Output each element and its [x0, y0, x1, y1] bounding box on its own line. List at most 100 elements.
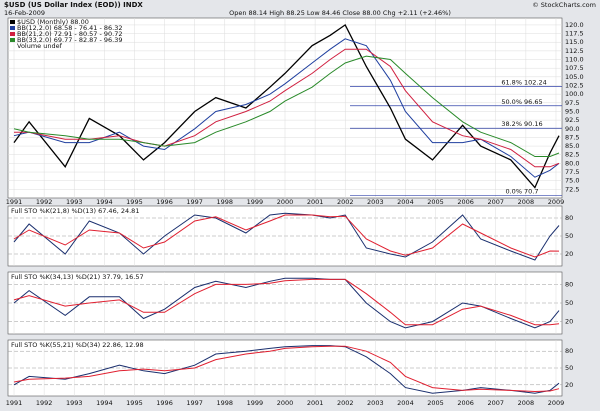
- x-tick-label: 2007: [487, 399, 504, 407]
- x-tick-label: 2002: [337, 198, 354, 206]
- legend-label: BB(33,2.0) 69.77 - 82.87 - 96.39: [17, 36, 123, 44]
- x-tick-label: 1994: [96, 399, 113, 407]
- x-tick-label: 1996: [156, 399, 173, 407]
- fib-value: 90.16: [524, 120, 543, 128]
- series-line: [13, 214, 560, 258]
- x-tick-label: 1996: [156, 198, 173, 206]
- chart-title: $USD (US Dollar Index (EOD)) INDX: [4, 1, 143, 9]
- panel-title-bg: [9, 341, 179, 349]
- x-tick-label: 2001: [307, 399, 324, 407]
- y-tick-label: 100.0: [565, 90, 584, 98]
- y-tick-label: 110.0: [565, 56, 584, 64]
- x-tick-label: 2007: [487, 198, 504, 206]
- legend-label: Volume undef: [17, 42, 63, 50]
- legend-swatch: [10, 32, 15, 36]
- y-tick-label: 92.5: [565, 116, 579, 124]
- x-tick-label: 2005: [427, 198, 444, 206]
- y-tick-label: 80.0: [565, 159, 579, 167]
- x-tick-label: 1994: [96, 198, 113, 206]
- x-tick-label: 2006: [457, 399, 474, 407]
- panel-title-bg: [9, 273, 179, 281]
- legend-label: BB(12,2.0) 68.58 - 76.41 - 86.32: [17, 24, 123, 32]
- y-tick-label: 80: [565, 347, 573, 355]
- legend-swatch: [10, 38, 15, 42]
- x-tick-label: 2002: [337, 399, 354, 407]
- legend-swatch: [10, 26, 15, 30]
- y-tick-label: 105.0: [565, 73, 584, 81]
- x-tick-label: 1991: [6, 198, 23, 206]
- fib-value: 102.24: [524, 78, 547, 86]
- x-tick-label: 2001: [307, 198, 324, 206]
- y-tick-label: 80: [565, 214, 573, 222]
- y-tick-label: 115.0: [565, 38, 584, 46]
- y-tick-label: 102.5: [565, 82, 584, 90]
- source: © StockCharts.com: [532, 1, 596, 9]
- panel-title: Full STO %K(21,8) %D(13) 67.46, 24.81: [11, 207, 139, 215]
- legend-label: BB(21,2.0) 72.91 - 80.57 - 90.72: [17, 30, 123, 38]
- y-tick-label: 117.5: [565, 30, 584, 38]
- legend-swatch: [10, 20, 15, 24]
- y-tick-label: 20: [565, 318, 573, 326]
- panel-title: Full STO %K(34,13) %D(21) 37.79, 16.57: [11, 273, 144, 281]
- y-tick-label: 120.0: [565, 21, 584, 29]
- x-tick-label: 1999: [247, 198, 264, 206]
- y-tick-label: 107.5: [565, 64, 584, 72]
- y-tick-label: 20: [565, 381, 573, 389]
- x-tick-label: 1995: [126, 399, 143, 407]
- y-tick-label: 90.0: [565, 125, 579, 133]
- fib-value: 70.7: [524, 188, 538, 196]
- panel-title-bg: [9, 207, 179, 215]
- x-tick-label: 2008: [518, 198, 535, 206]
- x-tick-label: 1999: [247, 399, 264, 407]
- date: 16-Feb-2009: [4, 9, 45, 17]
- x-tick-label: 2009: [548, 399, 565, 407]
- x-tick-label: 2005: [427, 399, 444, 407]
- y-tick-label: 87.5: [565, 133, 579, 141]
- y-tick-label: 20: [565, 250, 573, 258]
- x-tick-label: 1992: [36, 198, 53, 206]
- x-tick-label: 1992: [36, 399, 53, 407]
- x-tick-label: 2004: [397, 399, 414, 407]
- y-tick-label: 75.0: [565, 177, 579, 185]
- x-tick-label: 1991: [6, 399, 23, 407]
- y-tick-label: 112.5: [565, 47, 584, 55]
- fib-value: 96.65: [524, 98, 543, 106]
- series-line: [13, 345, 560, 393]
- x-tick-label: 2003: [367, 198, 384, 206]
- x-tick-label: 2009: [548, 198, 565, 206]
- x-tick-label: 1995: [126, 198, 143, 206]
- y-tick-label: 50: [565, 299, 573, 307]
- x-tick-label: 2000: [277, 198, 294, 206]
- fib-label: 61.8%: [501, 78, 522, 86]
- y-tick-label: 50: [565, 232, 573, 240]
- x-tick-label: 2000: [277, 399, 294, 407]
- x-tick-label: 2004: [397, 198, 414, 206]
- x-tick-label: 1993: [66, 399, 83, 407]
- legend-label: $USD (Monthly) 88.00: [17, 18, 89, 26]
- series-line: [14, 48, 560, 168]
- panel-title: Full STO %K(55,21) %D(34) 22.86, 12.98: [11, 341, 144, 349]
- y-tick-label: 72.5: [565, 185, 579, 193]
- fib-label: 50.0%: [501, 98, 522, 106]
- x-tick-label: 1998: [217, 399, 234, 407]
- y-tick-label: 85.0: [565, 142, 579, 150]
- y-tick-label: 50: [565, 364, 573, 372]
- series-line: [13, 345, 560, 394]
- x-tick-label: 2006: [457, 198, 474, 206]
- x-tick-label: 1998: [217, 198, 234, 206]
- x-tick-label: 1993: [66, 198, 83, 206]
- y-tick-label: 80: [565, 280, 573, 288]
- quote: Open 88.14 High 88.25 Low 84.46 Close 88…: [229, 9, 451, 17]
- fib-label: 0.0%: [505, 188, 522, 196]
- y-tick-label: 82.5: [565, 151, 579, 159]
- y-tick-label: 77.5: [565, 168, 579, 176]
- fib-label: 38.2%: [501, 120, 522, 128]
- x-tick-label: 2008: [518, 399, 535, 407]
- x-tick-label: 2003: [367, 399, 384, 407]
- x-tick-label: 1997: [186, 198, 203, 206]
- series-line: [13, 278, 560, 326]
- x-tick-label: 1997: [186, 399, 203, 407]
- y-tick-label: 97.5: [565, 99, 579, 107]
- y-tick-label: 95.0: [565, 107, 579, 115]
